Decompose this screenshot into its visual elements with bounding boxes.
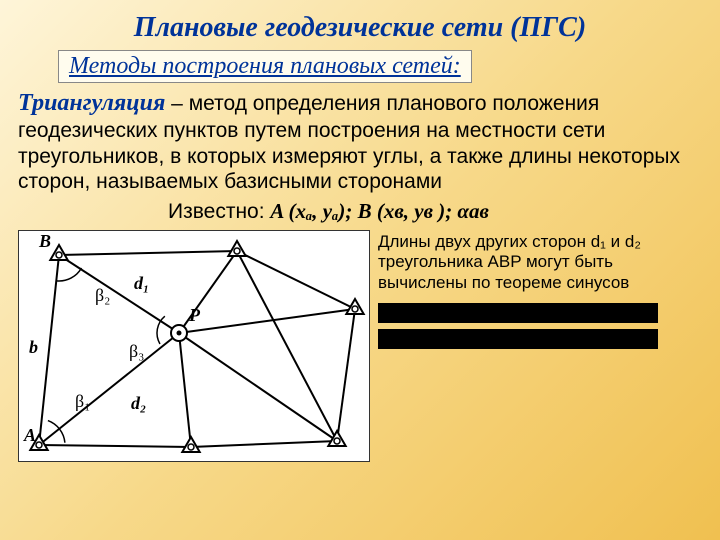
right-text: Длины двух других сторон d₁ и d₂ треугол…	[378, 232, 702, 293]
triangulation-diagram: A B Pb d₁ d₂ β₂ β₃ β₁	[18, 230, 370, 462]
svg-text:d₁: d₁	[134, 273, 149, 293]
right-column: Длины двух других сторон d₁ и d₂ треугол…	[378, 230, 702, 462]
known-label: Известно:	[168, 200, 270, 223]
subtitle-wrap: Методы построения плановых сетей:	[18, 50, 702, 83]
svg-text:P: P	[188, 305, 201, 325]
svg-text:β₂: β₂	[95, 285, 110, 305]
svg-text:β₁: β₁	[75, 391, 90, 411]
term: Триангуляция	[18, 90, 165, 116]
slide-title: Плановые геодезические сети (ПГС)	[18, 12, 702, 44]
formula-block-1	[378, 303, 658, 323]
known-formula: A (xₐ, yₐ); B (xв, yв ); αав	[270, 199, 489, 223]
definition-paragraph: Триангуляция – метод определения планово…	[18, 89, 702, 195]
svg-text:A: A	[23, 425, 36, 445]
svg-text:β₃: β₃	[129, 341, 144, 361]
svg-text:b: b	[29, 337, 38, 357]
formula-blocks	[378, 303, 702, 349]
slide-subtitle: Методы построения плановых сетей:	[58, 50, 472, 83]
svg-text:B: B	[38, 231, 51, 251]
formula-block-2	[378, 329, 658, 349]
known-line: Известно: A (xₐ, yₐ); B (xв, yв ); αав	[18, 199, 702, 224]
svg-text:d₂: d₂	[131, 393, 146, 413]
